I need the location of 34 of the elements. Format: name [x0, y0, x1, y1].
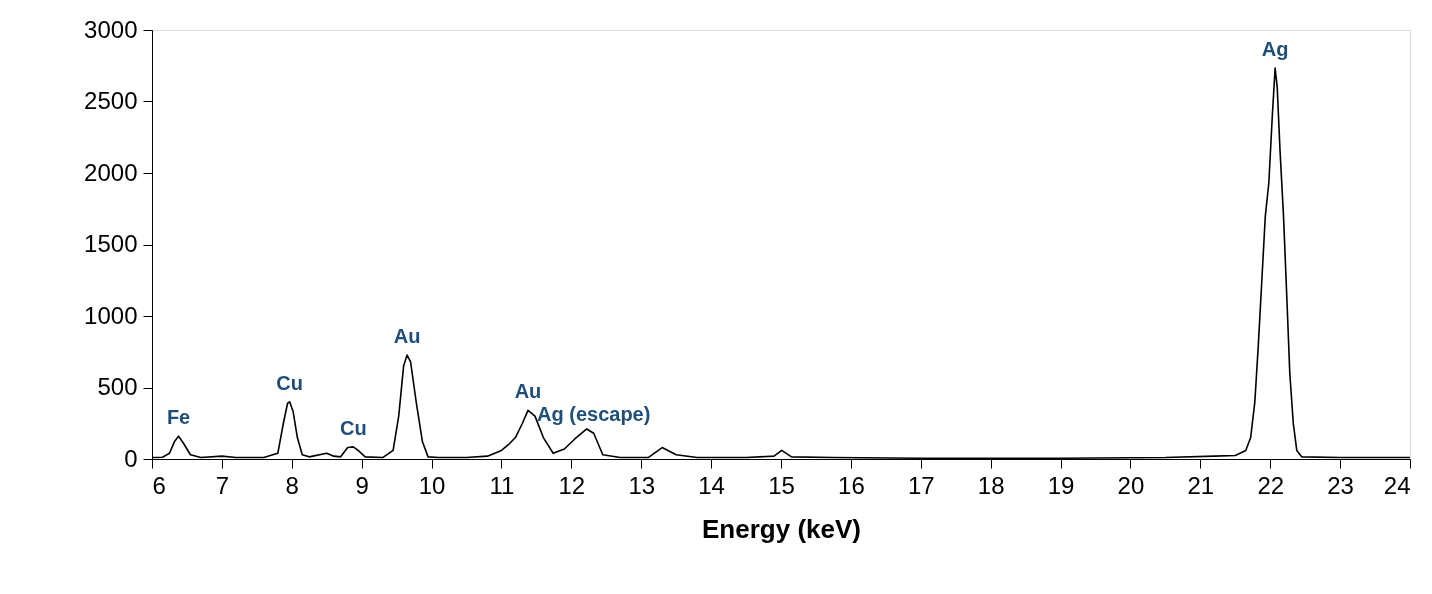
x-tick-label: 12 [558, 471, 586, 499]
x-tick-label: 19 [1047, 471, 1075, 499]
x-tick-label: 23 [1327, 471, 1354, 499]
y-tick-label: 3000 [84, 15, 138, 43]
x-tick-label: 13 [628, 471, 656, 499]
x-axis-title: Energy (keV) [702, 513, 861, 544]
x-tick-label: 15 [768, 471, 795, 499]
x-tick-label: 18 [977, 471, 1005, 499]
annotation: Au [514, 380, 542, 403]
y-tick-label: 2000 [84, 158, 138, 186]
x-tick-label: 8 [285, 471, 299, 499]
annotation: Fe [166, 406, 191, 429]
annotation: Cu [339, 416, 367, 439]
x-tick-label: 21 [1187, 471, 1215, 499]
x-tick-label: 11 [489, 471, 515, 499]
annotation: Au [393, 325, 421, 348]
y-tick-label: 500 [97, 373, 138, 400]
y-tick-label: 0 [124, 444, 138, 472]
y-tick-label: 2500 [84, 87, 138, 114]
x-tick-label: 24 [1383, 471, 1411, 499]
x-tick-label: 10 [418, 471, 446, 499]
x-tick-label: 7 [215, 471, 230, 499]
annotation: Ag [1261, 38, 1289, 61]
annotation: Ag (escape) [537, 403, 651, 426]
annotation: Cu [276, 371, 304, 394]
x-tick-label: 6 [152, 471, 166, 499]
x-tick-label: 20 [1117, 471, 1145, 499]
y-tick-label: 1500 [84, 230, 138, 257]
x-tick-label: 16 [838, 471, 865, 499]
y-tick-label: 1000 [84, 301, 138, 329]
x-tick-label: 22 [1257, 471, 1285, 499]
x-tick-label: 9 [355, 471, 369, 499]
x-tick-label: 17 [907, 471, 935, 499]
x-tick-label: 14 [698, 471, 725, 499]
